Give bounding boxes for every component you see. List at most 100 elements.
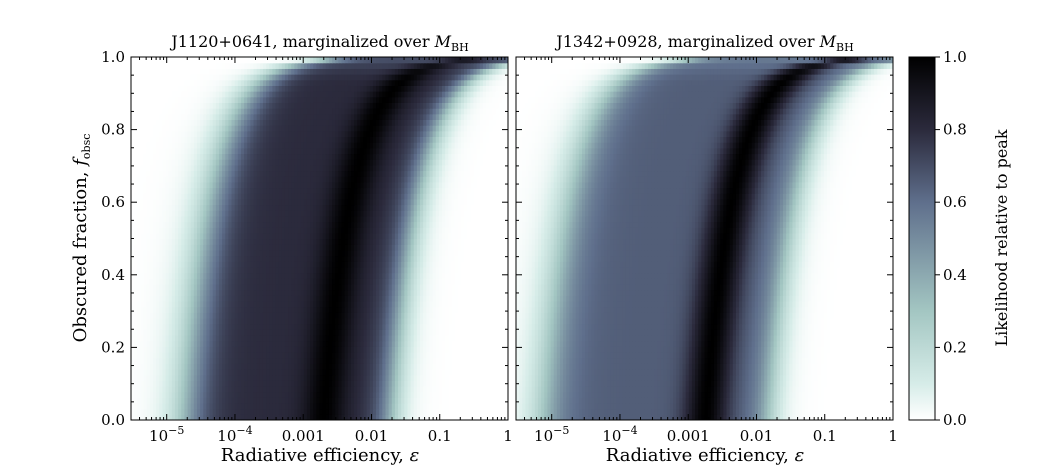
heatmap-cell	[413, 323, 418, 330]
heatmap-cell	[174, 363, 179, 370]
heatmap-cell	[454, 278, 459, 285]
heatmap-cell	[278, 357, 283, 364]
heatmap-cell	[149, 408, 154, 415]
heatmap-cell	[140, 249, 145, 257]
heatmap-cell	[140, 374, 145, 381]
heatmap-cell	[388, 278, 393, 285]
heatmap-cell	[498, 261, 503, 268]
heatmap-cell	[303, 414, 308, 420]
heatmap-cell	[328, 238, 333, 245]
heatmap-cell	[165, 295, 170, 302]
heatmap-cell	[259, 272, 264, 279]
heatmap-cell	[143, 181, 148, 189]
heatmap-cell	[338, 255, 343, 262]
heatmap-cell	[454, 380, 459, 387]
heatmap-cell	[498, 187, 503, 194]
heatmap-cell	[479, 397, 484, 404]
heatmap-cell	[143, 198, 148, 206]
heatmap-cell	[420, 408, 424, 415]
heatmap-cell	[476, 187, 481, 194]
heatmap-cell	[288, 221, 292, 228]
heatmap-cell	[313, 408, 317, 415]
heatmap-cell	[234, 289, 239, 296]
heatmap-cell	[306, 238, 311, 245]
heatmap-cell	[467, 323, 471, 330]
heatmap-cell	[322, 329, 327, 336]
heatmap-cell	[319, 340, 324, 347]
heatmap-cell	[498, 238, 503, 245]
heatmap-cell	[303, 300, 308, 308]
heatmap-cell	[325, 283, 330, 291]
heatmap-cell	[322, 300, 327, 308]
heatmap-cell	[401, 204, 405, 211]
heatmap-cell	[382, 249, 387, 257]
heatmap-cell	[178, 312, 182, 319]
heatmap-cell	[190, 266, 195, 274]
heatmap-cell	[209, 402, 214, 410]
heatmap-cell	[335, 397, 339, 404]
heatmap-cell	[193, 238, 198, 245]
heatmap-cell	[156, 351, 160, 359]
heatmap-cell	[178, 300, 182, 308]
heatmap-cell	[341, 368, 346, 376]
heatmap-cell	[159, 210, 164, 217]
heatmap-cell	[134, 397, 138, 404]
heatmap-cell	[416, 363, 421, 370]
heatmap-cell	[413, 334, 418, 342]
heatmap-cell	[240, 221, 245, 228]
heatmap-cell	[438, 351, 443, 359]
heatmap-cell	[486, 289, 490, 296]
heatmap-cell	[495, 272, 500, 279]
heatmap-cell	[203, 323, 207, 330]
heatmap-cell	[416, 300, 421, 308]
heatmap-cell	[247, 295, 251, 302]
heatmap-cell	[231, 261, 236, 268]
heatmap-cell	[206, 295, 211, 302]
heatmap-cell	[234, 357, 239, 364]
heatmap-cell	[416, 295, 421, 302]
heatmap-cell	[454, 198, 459, 206]
heatmap-cell	[272, 295, 277, 302]
heatmap-cell	[256, 368, 261, 376]
heatmap-cell	[322, 374, 327, 381]
heatmap-cell	[168, 187, 173, 194]
heatmap-cell	[203, 368, 207, 376]
heatmap-cell	[300, 295, 305, 302]
heatmap-cell	[476, 193, 481, 200]
heatmap-cell	[363, 368, 368, 376]
heatmap-cell	[228, 408, 233, 415]
heatmap-cell	[159, 374, 164, 381]
heatmap-cell	[209, 312, 214, 319]
heatmap-cell	[184, 244, 189, 251]
heatmap-cell	[300, 238, 305, 245]
panel-title: J1120+0641, marginalized over MBH	[169, 32, 468, 54]
heatmap-cell	[266, 249, 270, 257]
heatmap-cell	[196, 181, 201, 189]
heatmap-cell	[313, 193, 317, 200]
heatmap-cell	[165, 391, 170, 398]
heatmap-cell	[259, 340, 264, 347]
heatmap-cell	[388, 374, 393, 381]
heatmap-cell	[178, 261, 182, 268]
heatmap-cell	[498, 329, 503, 336]
heatmap-cell	[429, 385, 434, 393]
heatmap-cell	[184, 204, 189, 211]
heatmap-cell	[445, 289, 449, 296]
heatmap-cell	[174, 317, 179, 325]
heatmap-cell	[498, 255, 503, 262]
heatmap-cell	[269, 402, 273, 410]
heatmap-cell	[473, 232, 478, 240]
heatmap-cell	[410, 227, 415, 234]
heatmap-cell	[470, 329, 475, 336]
heatmap-cell	[401, 249, 405, 257]
heatmap-cell	[244, 346, 248, 353]
heatmap-cell	[231, 374, 236, 381]
heatmap-cell	[357, 414, 361, 420]
heatmap-cell	[432, 351, 437, 359]
heatmap-cell	[178, 340, 182, 347]
heatmap-cell	[423, 368, 427, 376]
heatmap-cell	[391, 334, 396, 342]
heatmap-cell	[416, 340, 421, 347]
heatmap-cell	[501, 227, 506, 234]
heatmap-cell	[354, 397, 358, 404]
